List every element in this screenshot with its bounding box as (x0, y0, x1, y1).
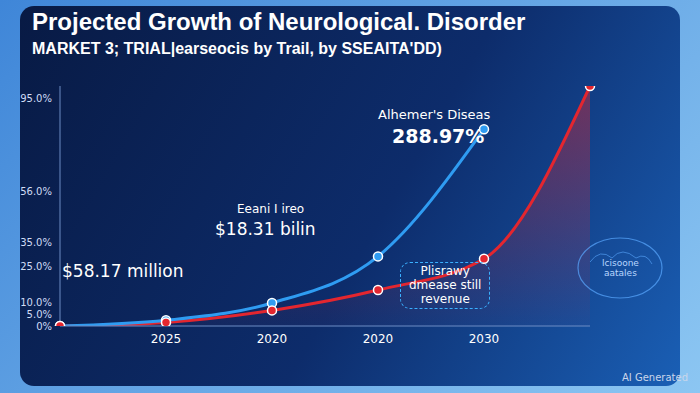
html-text:$58.17 million: $58.17 million (62, 261, 184, 281)
html-text:Plisrawy dmease still revenue: Plisrawy dmease still revenue (409, 264, 482, 306)
svg-text:56.0%: 56.0% (20, 186, 52, 197)
svg-text:25.0%: 25.0% (20, 261, 52, 272)
svg-text:95.0%: 95.0% (20, 93, 52, 104)
svg-text:2020: 2020 (363, 332, 394, 346)
svg-text:2020: 2020 (257, 332, 288, 346)
svg-text:0%: 0% (36, 321, 52, 332)
html-text:$18.31 bilin: $18.31 bilin (215, 219, 316, 239)
html-text:Eeani I ireo: Eeani I ireo (237, 202, 305, 216)
html-text:Alhemer's Diseas: Alhemer's Diseas (378, 107, 491, 122)
svg-text:10.0%: 10.0% (20, 297, 52, 308)
html-text:AI Generated: AI Generated (622, 372, 688, 383)
html-text:lcisoone aatales: lcisoone aatales (602, 258, 639, 279)
svg-text:5.0%: 5.0% (27, 309, 52, 320)
svg-text:2025: 2025 (151, 332, 182, 346)
html-text:MARKET 3; TRIAL|earseocis by T: MARKET 3; TRIAL|earseocis by Trail, by S… (32, 40, 442, 57)
svg-text:35.0%: 35.0% (20, 237, 52, 248)
html-text:288.97%: 288.97% (392, 125, 485, 147)
svg-text:2030: 2030 (469, 332, 500, 346)
html-text:Projected Growth of Neurologic: Projected Growth of Neurological. Disord… (32, 8, 526, 35)
